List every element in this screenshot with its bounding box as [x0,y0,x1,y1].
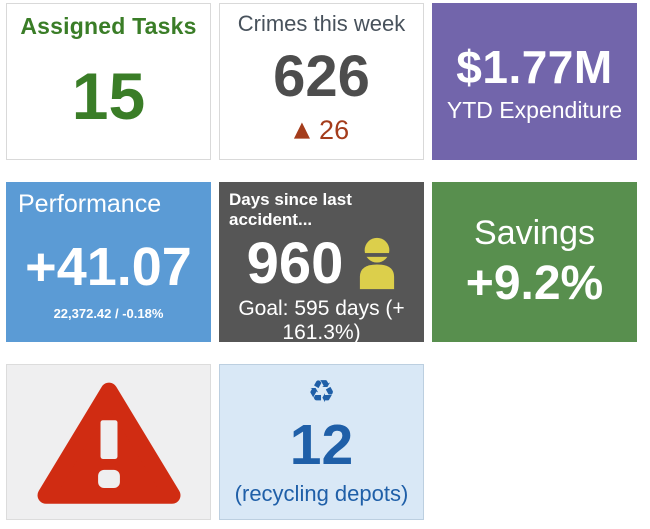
recycling-value: 12 [289,413,354,477]
accident-title: Days since last accident... [229,190,352,229]
crimes-title: Crimes this week [237,11,406,36]
accident-goal: Goal: 595 days (+ 161.3%) [238,297,405,342]
assigned-tasks-value: 15 [71,58,146,133]
empty-cell [432,364,637,520]
tile-assigned-tasks: Assigned Tasks 15 [6,3,211,160]
warning-triangle-icon [36,379,182,505]
worker-icon [358,237,396,290]
tile-recycling: ♻ 12 (recycling depots) [219,364,424,520]
tile-savings: Savings +9.2% [432,182,637,342]
tile-performance: Performance +41.07 22,372.42 / -0.18% [6,182,211,342]
performance-title: Performance [18,190,162,218]
crimes-delta: ▲ 26 [220,115,423,159]
savings-value: +9.2% [465,256,604,310]
crimes-delta-value: 26 [319,115,350,145]
performance-value: +41.07 [25,237,192,297]
assigned-tasks-title: Assigned Tasks [20,13,197,39]
expenditure-label: YTD Expenditure [446,96,623,123]
savings-title: Savings [474,213,595,252]
delta-up-icon: ▲ [293,117,311,141]
tile-accident: Days since last accident... 960 Goal: 59… [219,182,424,342]
recycling-label: (recycling depots) [234,481,409,506]
performance-detail: 22,372.42 / -0.18% [53,306,164,321]
tile-ytd-expenditure: $1.77M YTD Expenditure [432,3,637,160]
recycle-icon: ♻ [307,374,336,410]
crimes-value: 626 [273,43,370,109]
accident-value: 960 [246,231,344,296]
tile-crimes: Crimes this week 626 ▲ 26 [219,3,424,160]
expenditure-value: $1.77M [456,40,613,93]
tile-alert [6,364,211,520]
